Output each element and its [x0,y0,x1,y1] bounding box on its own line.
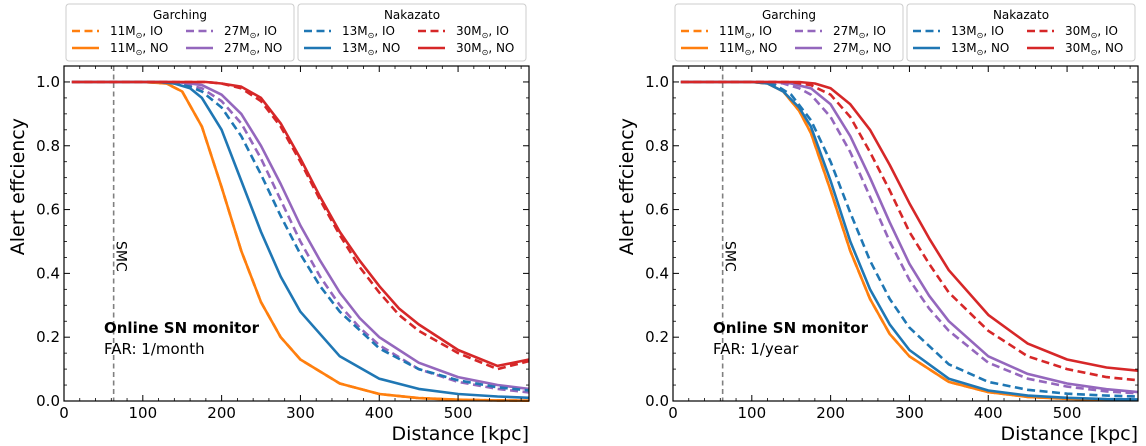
legend-label: 27M⊙, IO [833,24,886,40]
series-line-6 [680,80,1139,401]
y-tick-label: 1.0 [36,73,60,91]
legend-label: 30M⊙, IO [1065,24,1118,40]
x-tick-label: 400 [365,404,394,422]
series-line-3 [680,80,1139,395]
plot-frame [63,65,530,402]
series-line-2 [71,80,530,402]
y-tick-label: 0.4 [645,264,669,282]
series-line-4 [680,80,1139,394]
annotation-subtitle: FAR: 1/month [104,340,205,358]
x-tick-label: 0 [668,404,678,422]
legend-title: Nakazato [384,8,440,22]
plot-frame [672,65,1139,402]
series-line-4 [71,80,530,391]
smc-label: SMC [113,241,129,272]
series-line-6 [71,80,530,400]
y-tick-label: 1.0 [645,73,669,91]
x-tick-label: 200 [816,404,845,422]
y-tick-label: 0.8 [36,137,60,155]
x-tick-label: 200 [207,404,236,422]
series-line-5 [680,80,1139,398]
series-line-7 [71,80,530,371]
x-tick-label: 300 [895,404,924,422]
legend-group-1: Garching 11M⊙, IO 27M⊙, IO 11M⊙, NO 27M⊙, NO [674,3,904,62]
legend-label: 30M⊙, NO [1065,41,1123,57]
legend-label: 13M⊙, IO [951,24,1004,40]
legend-label: 11M⊙, IO [110,24,163,40]
y-axis-label: Alert effciency [7,118,29,255]
legend-label: 27M⊙, NO [833,41,891,57]
y-axis-label: Alert effciency [616,118,638,255]
legend-box [297,3,527,62]
series-line-8 [680,80,1139,372]
legend-box [674,3,904,62]
legend-group-2: Nakazato 13M⊙, IO 30M⊙, IO 13M⊙, NO 30M⊙, NO [297,3,527,62]
legend-box [906,3,1136,62]
legend-title: Garching [762,8,816,22]
series-line-8 [71,80,530,368]
y-tick-label: 0.2 [645,328,669,346]
chart-panel-1: SMC 0 100 200 300 400 500 0.0 0.2 0.4 0.6 0.8 1.0 Dis… [7,3,530,445]
y-tick-label: 0.8 [645,137,669,155]
legend-label: 13M⊙, NO [342,41,400,57]
x-tick-label: 100 [737,404,766,422]
y-tick-label: 0.0 [645,392,669,410]
x-tick-label: 0 [59,404,69,422]
x-tick-label: 500 [1053,404,1082,422]
annotation-title: Online SN monitor [104,319,260,337]
y-tick-label: 0.6 [645,201,669,219]
y-tick-label: 0.2 [36,328,60,346]
legend-label: 27M⊙, NO [224,41,282,57]
legend-label: 13M⊙, IO [342,24,395,40]
legend-title: Garching [153,8,207,22]
x-axis-label: Distance [kpc] [392,423,529,445]
annotation-title: Online SN monitor [713,319,869,337]
x-axis-label: Distance [kpc] [1001,423,1138,445]
legend-title: Nakazato [993,8,1049,22]
y-tick-label: 0.6 [36,201,60,219]
annotation-subtitle: FAR: 1/year [713,340,799,358]
y-tick-label: 0.0 [36,392,60,410]
series-line-7 [680,80,1139,382]
legend-label: 11M⊙, NO [719,41,777,57]
x-tick-label: 300 [286,404,315,422]
legend-label: 30M⊙, NO [456,41,514,57]
legend-label: 30M⊙, IO [456,24,509,40]
legend-box [65,3,295,62]
x-tick-label: 500 [444,404,473,422]
legend-label: 27M⊙, IO [224,24,277,40]
chart-panel-2: SMC 0 100 200 300 400 500 0.0 0.2 0.4 0.6 0.8 1.0 Dis… [616,3,1139,445]
legend-label: 11M⊙, NO [110,41,168,57]
smc-label: SMC [722,241,738,272]
legend-group-2: Nakazato 13M⊙, IO 30M⊙, IO 13M⊙, NO 30M⊙, NO [906,3,1136,62]
legend-label: 11M⊙, IO [719,24,772,40]
y-tick-label: 0.4 [36,264,60,282]
legend-label: 13M⊙, NO [951,41,1009,57]
x-tick-label: 100 [128,404,157,422]
legend-group-1: Garching 11M⊙, IO 27M⊙, IO 11M⊙, NO 27M⊙, NO [65,3,295,62]
x-tick-label: 400 [974,404,1003,422]
